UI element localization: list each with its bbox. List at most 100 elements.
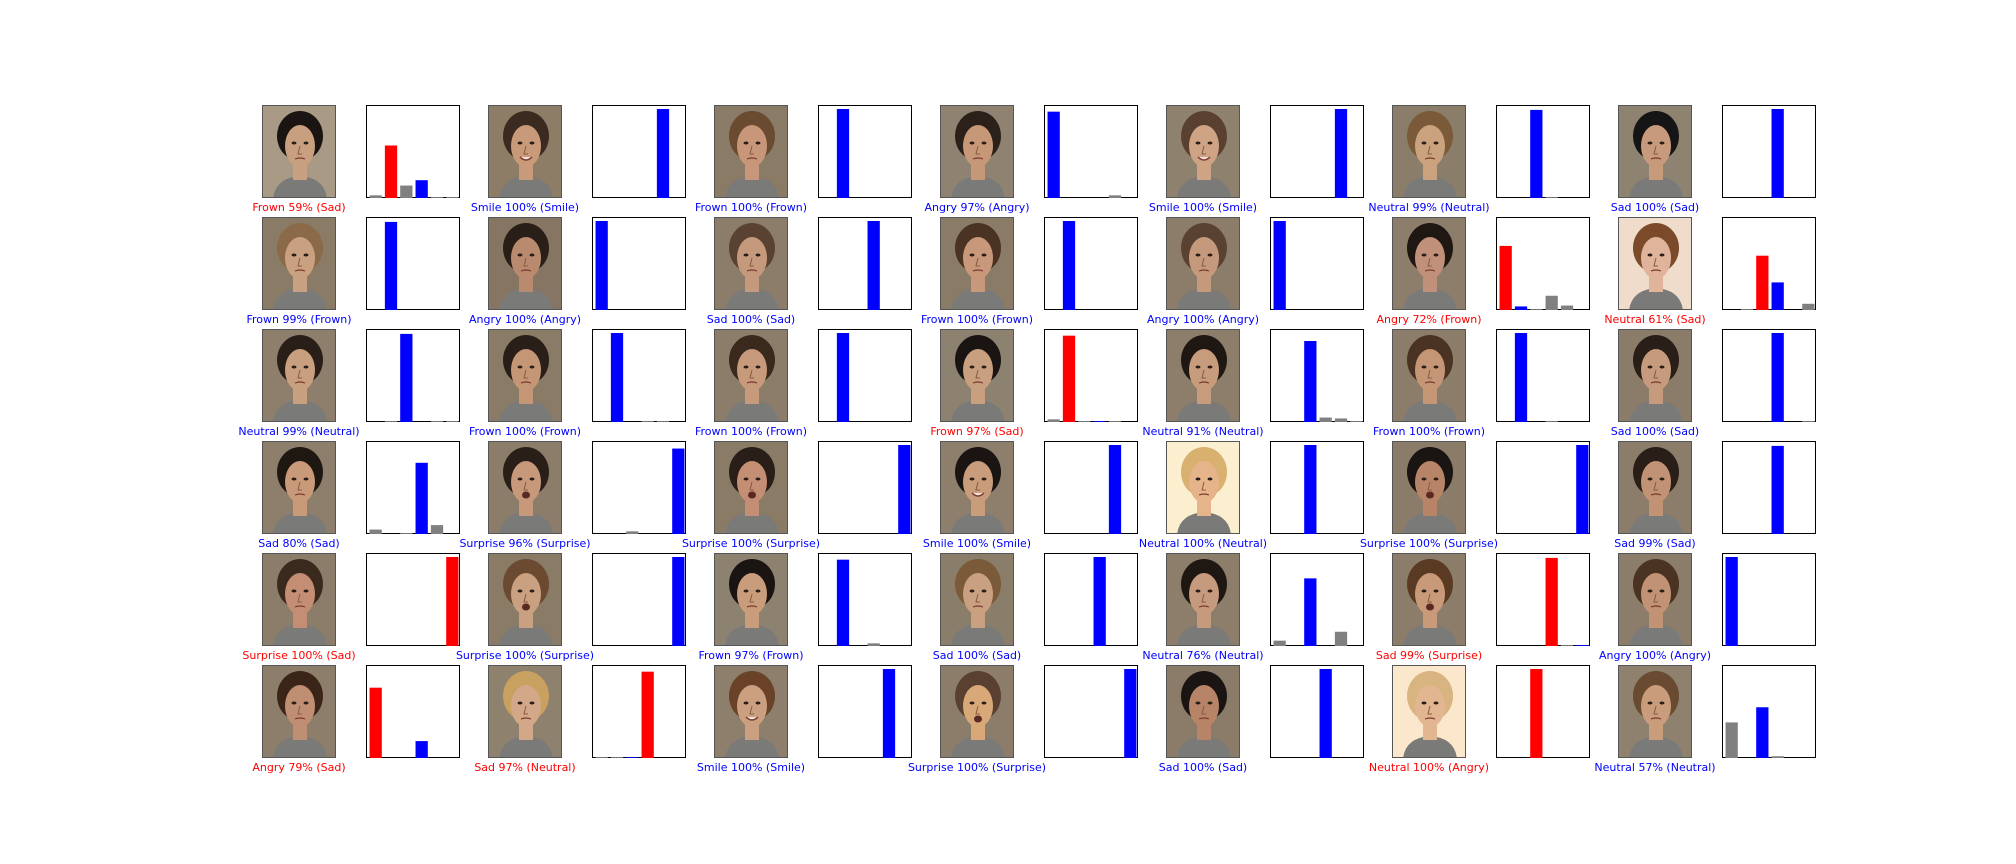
face-image: [1392, 441, 1466, 534]
probability-bar-chart: [1044, 553, 1138, 646]
prob-bar-sad: [1545, 557, 1558, 646]
prob-bar-frown: [1514, 333, 1528, 422]
probability-bar-chart: [1270, 329, 1364, 422]
face-image: [940, 217, 1014, 310]
prob-bar-sad: [415, 462, 428, 534]
probability-bar-chart: [592, 441, 686, 534]
prob-bar-smile: [1560, 645, 1574, 646]
prob-bar-smile: [430, 525, 444, 534]
prob-bar-sad: [641, 671, 654, 758]
probability-bar-chart: [592, 329, 686, 422]
probability-bar-chart: [1496, 665, 1590, 758]
prob-bar-surprise: [1124, 669, 1137, 758]
prob-bar-sad: [867, 221, 880, 310]
prob-bar-angry: [369, 529, 382, 534]
prob-bar-sad: [1771, 282, 1784, 310]
prediction-label: Sad 97% (Neutral): [474, 761, 576, 774]
prediction-label: Sad 80% (Sad): [258, 537, 340, 550]
prob-bar-angry: [1273, 221, 1286, 310]
face-image: [940, 441, 1014, 534]
prediction-label: Sad 99% (Sad): [1614, 537, 1696, 550]
prob-bar-smile: [1560, 305, 1574, 310]
face-image: [1166, 441, 1240, 534]
prediction-label: Angry 100% (Angry): [1146, 313, 1260, 326]
prob-bar-smile: [1334, 109, 1348, 198]
prob-bar-sad: [1771, 756, 1784, 758]
face-image: [262, 441, 336, 534]
probability-bar-chart: [1044, 217, 1138, 310]
prob-bar-sad: [415, 741, 428, 758]
prob-bar-angry: [1725, 722, 1738, 758]
prob-bar-neutral: [1530, 109, 1543, 198]
probability-bar-chart: [818, 665, 912, 758]
face-image: [1392, 105, 1466, 198]
probability-bar-chart: [1722, 105, 1816, 198]
probability-bar-chart: [592, 665, 686, 758]
prediction-label: Neutral 91% (Neutral): [1142, 425, 1264, 438]
prob-bar-surprise: [672, 448, 685, 534]
probability-bar-chart: [1722, 665, 1816, 758]
prob-bar-surprise: [446, 421, 459, 422]
face-image: [488, 105, 562, 198]
prob-bar-neutral: [1304, 341, 1317, 422]
prob-bar-neutral: [400, 333, 413, 422]
probability-bar-chart: [818, 217, 912, 310]
prob-bar-angry: [1047, 419, 1060, 422]
probability-bar-chart: [1270, 105, 1364, 198]
prob-bar-sad: [1093, 421, 1106, 422]
probability-bar-chart: [818, 105, 912, 198]
prediction-label: Smile 100% (Smile): [470, 201, 580, 214]
prediction-label: Frown 100% (Frown): [694, 201, 808, 214]
prob-bar-surprise: [1802, 303, 1815, 310]
prediction-label: Neutral 99% (Neutral): [238, 425, 360, 438]
prediction-label: Neutral 100% (Angry): [1368, 761, 1490, 774]
prob-bar-sad: [1319, 417, 1332, 422]
face-image: [488, 441, 562, 534]
face-image: [714, 105, 788, 198]
prob-bar-neutral: [1078, 421, 1091, 422]
prediction-label: Sad 100% (Sad): [1158, 761, 1248, 774]
probability-bar-chart: [1496, 329, 1590, 422]
prob-bar-angry: [369, 195, 382, 198]
probability-bar-chart: [1722, 553, 1816, 646]
probability-bar-chart: [1044, 441, 1138, 534]
prob-bar-smile: [1108, 195, 1122, 198]
prob-bar-sad: [1319, 669, 1332, 758]
prediction-label: Sad 100% (Sad): [1610, 201, 1700, 214]
prob-bar-frown: [384, 145, 398, 198]
face-image: [262, 665, 336, 758]
probability-bar-chart: [1496, 441, 1590, 534]
prediction-label: Frown 97% (Frown): [698, 649, 804, 662]
face-image: [1166, 329, 1240, 422]
probability-bar-chart: [1270, 441, 1364, 534]
prediction-label: Frown 100% (Frown): [468, 425, 582, 438]
prediction-label: Frown 99% (Frown): [246, 313, 352, 326]
prob-bar-smile: [656, 421, 670, 422]
face-image: [1618, 105, 1692, 198]
prob-bar-frown: [1062, 335, 1076, 422]
prediction-label: Sad 99% (Surprise): [1375, 649, 1483, 662]
probability-bar-chart: [1044, 329, 1138, 422]
face-image: [1392, 665, 1466, 758]
prob-bar-surprise: [1802, 421, 1815, 422]
probability-bar-chart: [1496, 105, 1590, 198]
face-image: [262, 553, 336, 646]
prob-bar-angry: [1725, 557, 1738, 646]
prob-bar-frown: [384, 421, 398, 422]
prob-bar-frown: [836, 559, 850, 646]
probability-bar-chart: [1496, 217, 1590, 310]
prob-bar-neutral: [1304, 445, 1317, 534]
prob-bar-frown: [384, 221, 398, 310]
prediction-label: Smile 100% (Smile): [1148, 201, 1258, 214]
prob-bar-smile: [1108, 445, 1122, 534]
prob-bar-angry: [595, 221, 608, 310]
face-image: [714, 217, 788, 310]
prob-bar-sad: [1545, 197, 1558, 198]
prob-bar-sad: [1771, 445, 1784, 534]
face-image: [940, 105, 1014, 198]
face-image: [1618, 665, 1692, 758]
prob-bar-neutral: [626, 757, 639, 758]
prediction-label: Angry 97% (Angry): [924, 201, 1030, 214]
prediction-label: Surprise 100% (Surprise): [681, 537, 821, 550]
